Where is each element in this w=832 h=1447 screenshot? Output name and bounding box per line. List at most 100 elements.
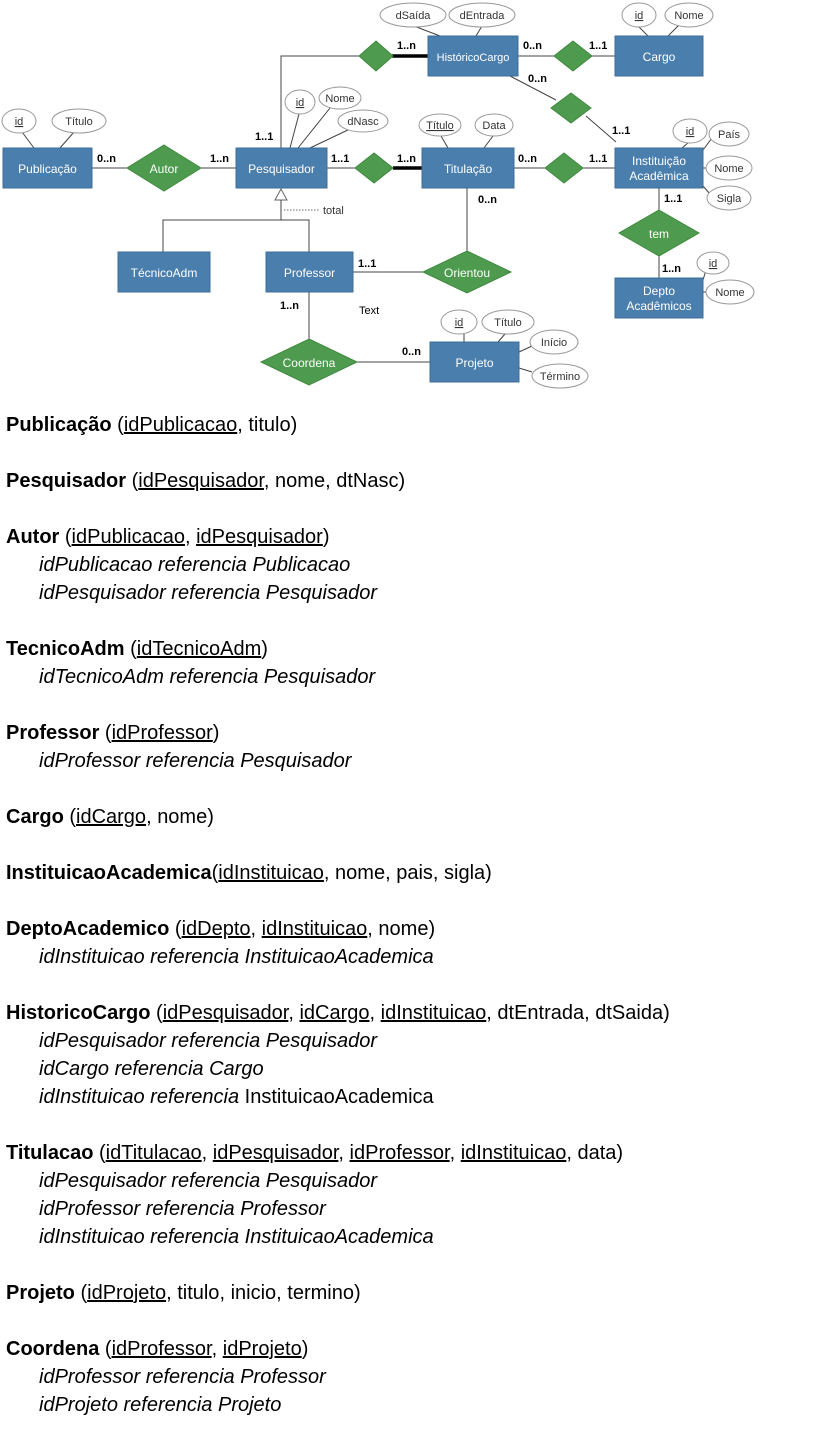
foreign-key-reference: idInstituicao referencia InstituicaoAcad… [6,1223,826,1251]
attr-label: id [296,97,305,109]
foreign-key-reference: idProfessor referencia Professor [6,1363,826,1391]
paren-open: ( [150,1002,163,1024]
paren-close: ) [485,862,492,884]
entity-depto-academicos: Depto Acadêmicos [614,277,704,319]
schema-table: Cargo (idCargo, nome) [6,803,826,831]
attr-label: Sigla [717,193,742,205]
relationship-titulacao-inst [544,152,584,184]
paren-open: ( [211,862,219,884]
schema-table-header: InstituicaoAcademica(idInstituicao, nome… [6,862,492,884]
entity-publicacao: Publicação [2,147,93,189]
schema-table-header: Pesquisador (idPesquisador, nome, dtNasc… [6,470,406,492]
relationship-instituicao-hist [550,92,592,124]
relationship-titulacao [354,152,394,184]
table-name: Autor [6,526,60,548]
er-diagram: Publicação Pesquisador HistóricoCargo Ca… [1,2,755,389]
attr-line [518,345,533,353]
paren-close: ) [353,1282,361,1304]
schema-table: Publicação (idPublicacao, titulo) [6,411,826,439]
reference-text: idInstituicao referencia [39,1086,245,1108]
attr-label: Nome [325,93,354,105]
schema-table-header: TecnicoAdm (idTecnicoAdm) [6,635,826,663]
entity-tecnico-adm: TécnicoAdm [117,251,211,293]
specialization-total-label: total [323,205,344,217]
column: inicio [230,1282,277,1304]
paren-open: ( [99,1338,112,1360]
schema-table-header: Titulacao (idTitulacao, idPesquisador, i… [6,1142,624,1164]
primary-key-column: idCargo [76,806,147,828]
table-name: Titulacao [6,1142,94,1164]
entity-label: Titulação [444,162,493,176]
card-hc-inst-b: 1..1 [612,125,630,137]
attr-label: Nome [715,287,744,299]
card-pes-hc: 1..1 [255,131,273,143]
paren-open: ( [169,918,182,940]
card-pub-autor: 0..n [97,153,116,165]
column: nome [275,470,326,492]
attr-line [413,25,441,37]
foreign-key-reference: idProfessor referencia Pesquisador [6,747,826,775]
attr-label: Início [541,337,567,349]
attr-line [518,367,533,373]
reference-target: InstituicaoAcademica [244,1086,434,1108]
primary-key-column: idInstituicao [261,918,368,940]
reference-text: idPublicacao referencia Publicacao [39,554,351,576]
foreign-key-reference: idInstituicao referencia InstituicaoAcad… [6,943,826,971]
entity-label: Pesquisador [248,162,315,176]
primary-key-column: idDepto [181,918,251,940]
card-hc-inst-a: 0..n [528,73,547,85]
paren-open: ( [111,414,124,436]
entity-professor: Professor [265,251,354,293]
card-tem-depto: 1..n [662,263,681,275]
paren-close: ) [663,1002,670,1024]
column: nome [335,862,386,884]
schema-table-header: Projeto (idProjeto, titulo, inicio, term… [6,1282,361,1304]
table-name: Cargo [6,806,64,828]
attribute-pes-id: id [284,89,316,115]
card-pes-tit-b: 1..n [397,153,416,165]
attr-label: Título [65,116,93,128]
entity-label-line2: Acadêmicos [626,299,691,313]
schema-table-header: HistoricoCargo (idPesquisador, idCargo, … [6,1002,670,1024]
paren-open: ( [63,806,77,828]
card-tit-inst-b: 1..1 [589,153,607,165]
attr-label: Título [494,317,522,329]
entity-label-line1: Depto [643,284,675,298]
paren-close: ) [290,414,298,436]
attr-label: Título [426,120,454,132]
entity-cargo: Cargo [614,35,704,77]
column: data [577,1142,617,1164]
paren-close: ) [207,806,214,828]
foreign-key-reference: idProfessor referencia Professor [6,1195,826,1223]
attr-label: dEntrada [460,10,506,22]
primary-key-column: idTecnicoAdm [136,638,262,660]
cardinalities: 0..n 1..n 1..1 1..n 0..n 1..1 0..n 1..1 … [97,40,682,358]
schema-table: Autor (idPublicacao, idPesquisador) idPub… [6,523,826,607]
entity-projeto: Projeto [429,341,520,383]
primary-key-column: idInstituicao [218,862,324,884]
reference-text: idTecnicoAdm referencia Pesquisador [39,666,376,688]
reference-text: idPesquisador referencia Pesquisador [39,1170,377,1192]
attr-line [475,25,483,37]
paren-open: ( [124,638,137,660]
card-tit-orientou: 0..n [478,194,497,206]
column: titulo [248,414,291,436]
card-hc-left: 1..n [397,40,416,52]
column: pais [396,862,433,884]
primary-key-column: idPesquisador [162,1002,289,1024]
attr-line [440,135,449,149]
schema-table-header: DeptoAcademico (idDepto, idInstituicao, … [6,918,436,940]
foreign-key-reference: idProjeto referencia Projeto [6,1391,826,1419]
stray-text-label[interactable]: Text [359,305,379,317]
attr-line [289,113,300,149]
attr-label: Nome [714,163,743,175]
paren-open: ( [126,470,139,492]
foreign-key-reference: idPesquisador referencia Pesquisador [6,1027,826,1055]
column: nome [157,806,208,828]
schema-table-header: Cargo (idCargo, nome) [6,806,214,828]
table-name: Projeto [6,1282,75,1304]
relational-schema: Publicação (idPublicacao, titulo) Pesquis… [6,411,826,1447]
attribute-inst-nome: Nome [705,155,753,181]
primary-key-column: idInstituicao [460,1142,567,1164]
table-name: Publicação [6,414,112,436]
